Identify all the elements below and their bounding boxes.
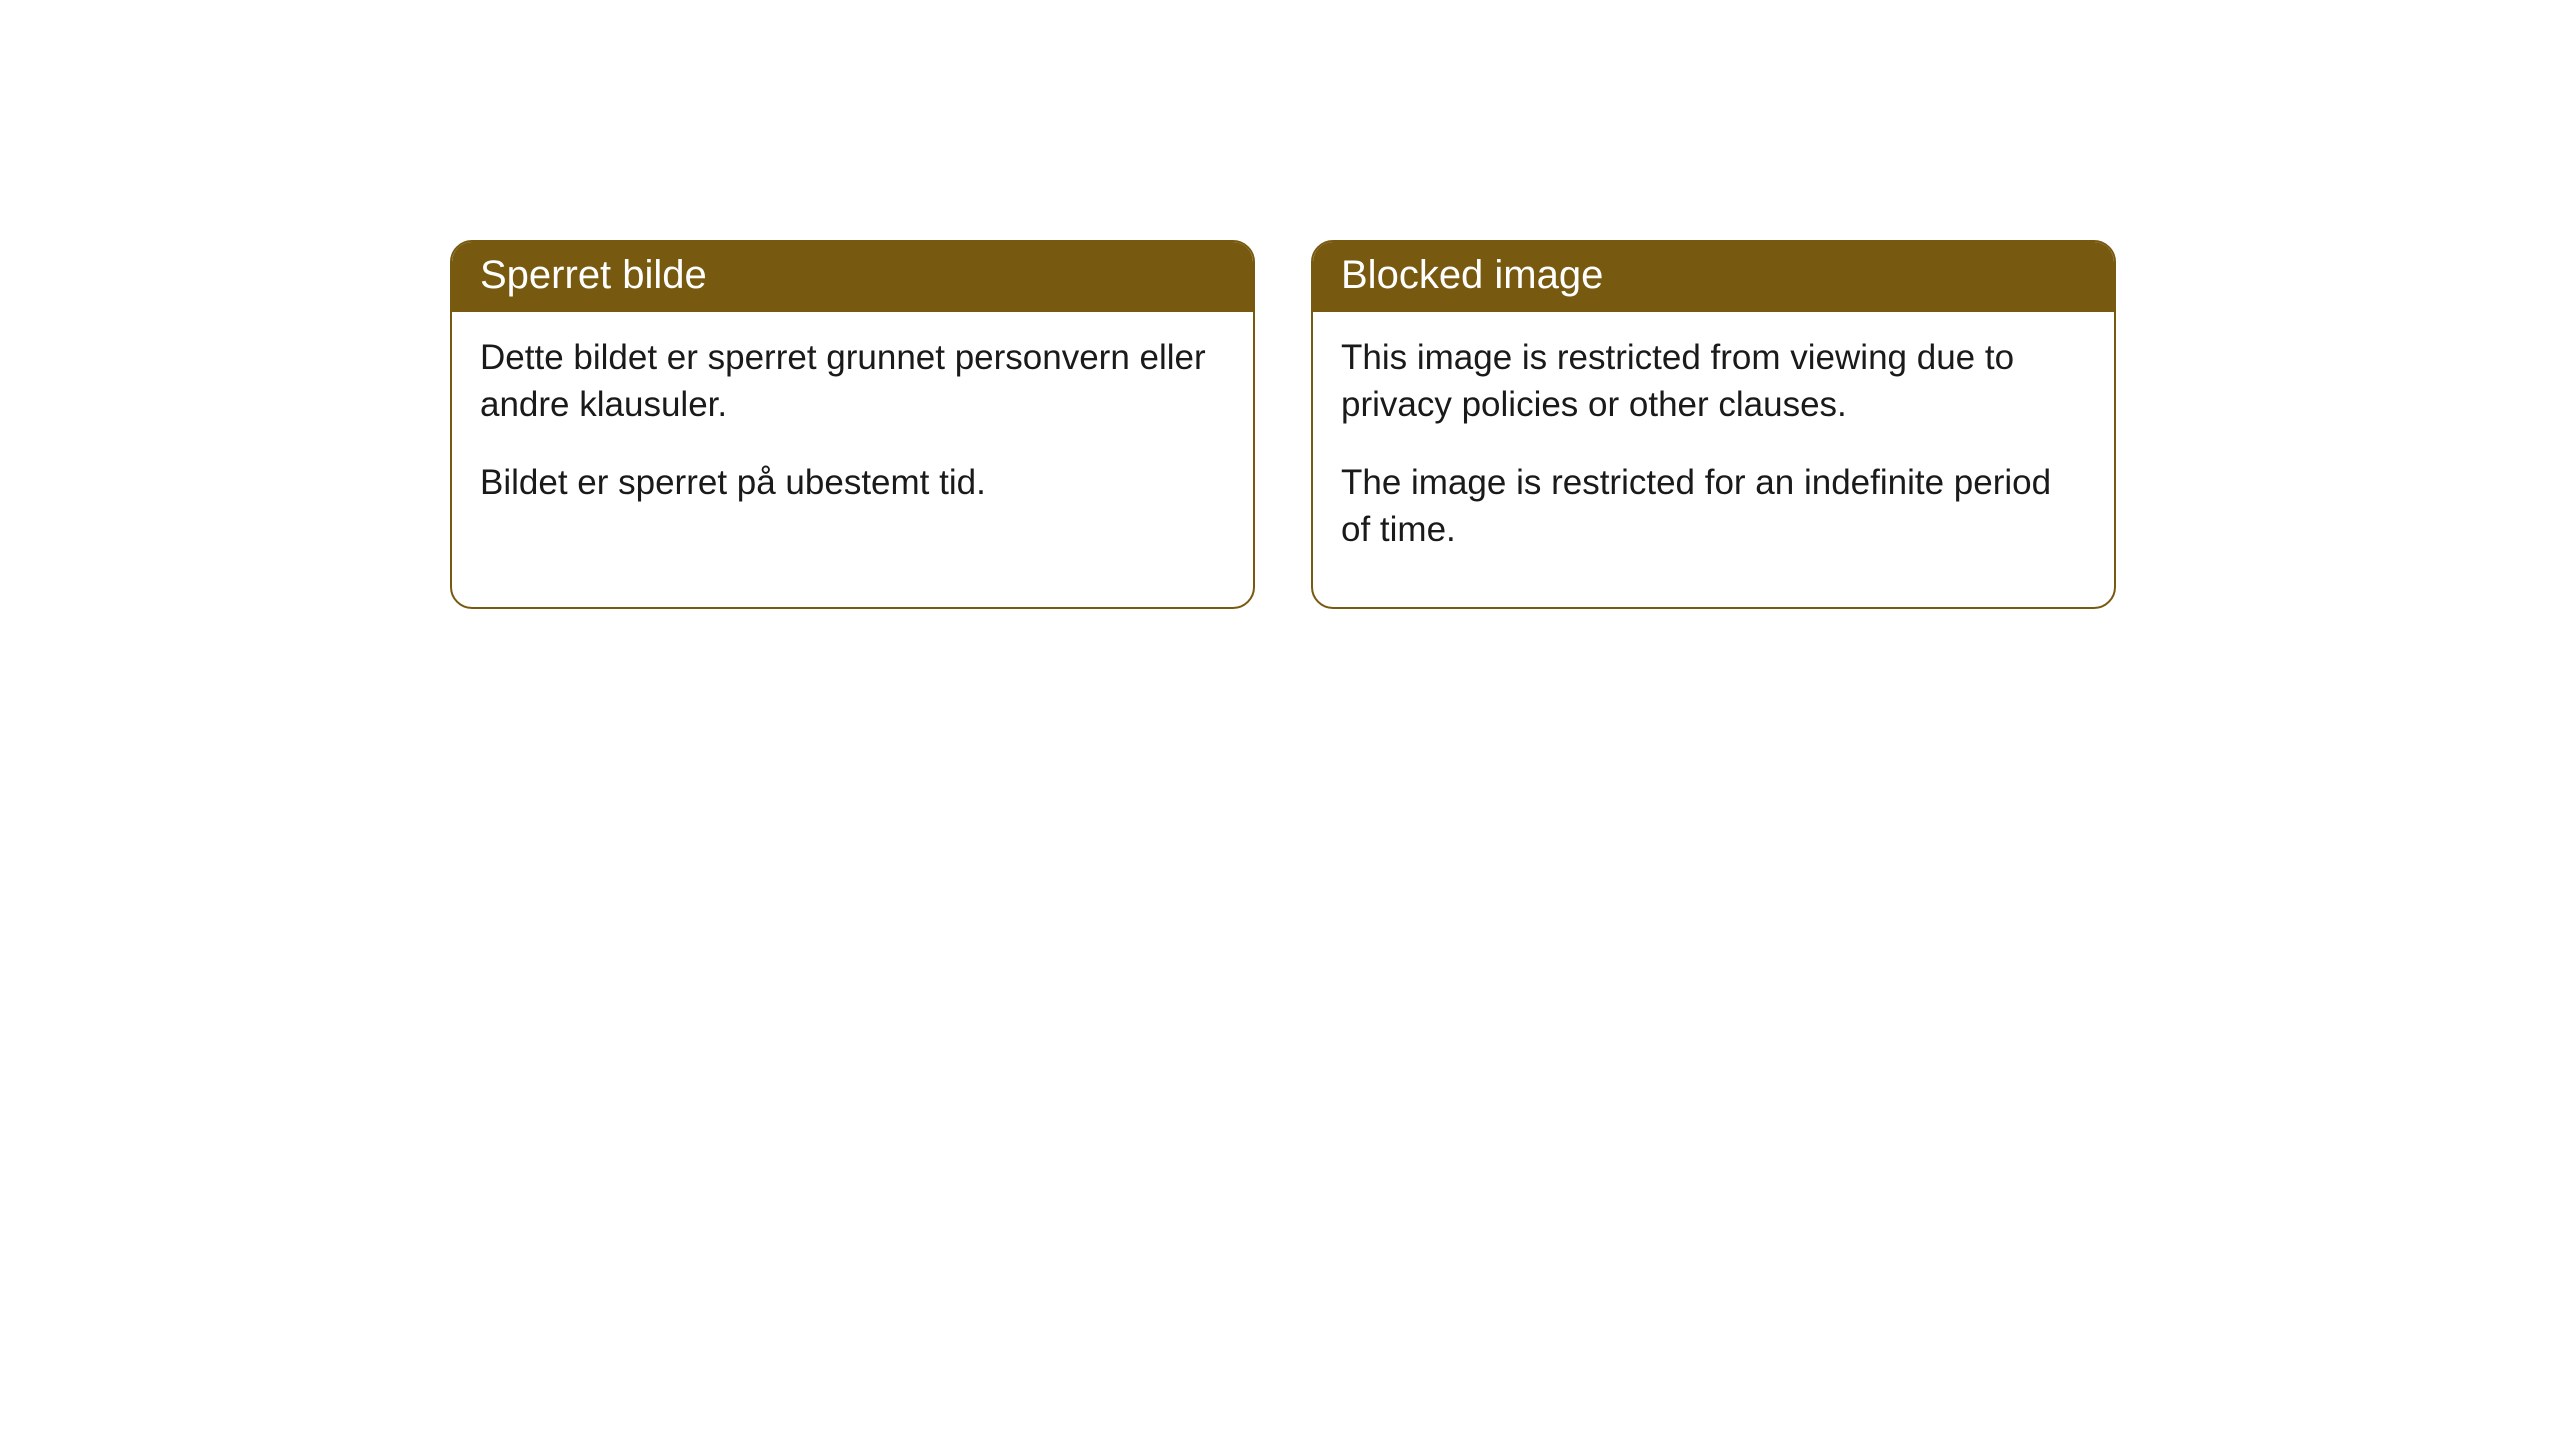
card-header-norwegian: Sperret bilde [452,242,1253,312]
card-english: Blocked image This image is restricted f… [1311,240,2116,609]
card-paragraph: The image is restricted for an indefinit… [1341,459,2086,554]
card-paragraph: Bildet er sperret på ubestemt tid. [480,459,1225,506]
card-body-english: This image is restricted from viewing du… [1313,312,2114,607]
card-paragraph: Dette bildet er sperret grunnet personve… [480,334,1225,429]
card-header-english: Blocked image [1313,242,2114,312]
card-paragraph: This image is restricted from viewing du… [1341,334,2086,429]
cards-container: Sperret bilde Dette bildet er sperret gr… [450,240,2116,609]
card-norwegian: Sperret bilde Dette bildet er sperret gr… [450,240,1255,609]
card-body-norwegian: Dette bildet er sperret grunnet personve… [452,312,1253,560]
